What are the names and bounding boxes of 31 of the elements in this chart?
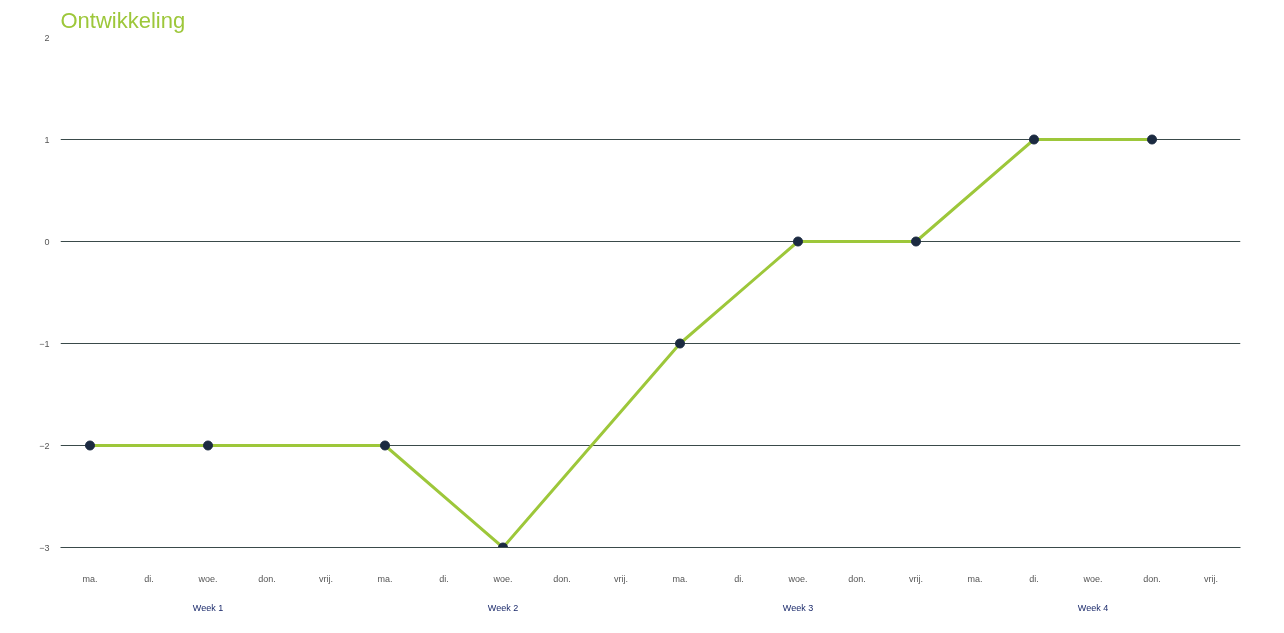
text: Week 3 [782, 602, 814, 613]
x-tick-label: di. [1029, 573, 1039, 584]
x-tick-label: woe. [787, 573, 808, 584]
x-tick-label: ma. [967, 573, 983, 584]
text: Week 1 [192, 602, 224, 613]
x-tick-label: di. [439, 573, 449, 584]
x-tick-label: vrij. [909, 573, 923, 584]
x-tick-label: di. [144, 573, 154, 584]
y-tick-label: 2 [44, 32, 50, 43]
x-tick-label: vrij. [1204, 573, 1218, 584]
x-tick-label: don. [1143, 573, 1161, 584]
x-tick-label: woe. [197, 573, 218, 584]
y-tick-label: 1 [44, 134, 50, 145]
y-tick-label: −3 [39, 542, 50, 553]
x-tick-label: di. [734, 573, 744, 584]
y-tick-label: −2 [39, 440, 50, 451]
x-tick-label: woe. [1082, 573, 1103, 584]
x-tick-label: don. [553, 573, 571, 584]
x-tick-label: don. [258, 573, 276, 584]
x-tick-label: vrij. [614, 573, 628, 584]
x-tick-label: woe. [492, 573, 513, 584]
text: Week 4 [1077, 602, 1109, 613]
x-tick-label: ma. [672, 573, 688, 584]
y-tick-label: −1 [39, 338, 50, 349]
x-tick-label: don. [848, 573, 866, 584]
y-tick-label: 0 [44, 236, 50, 247]
x-tick-label: ma. [377, 573, 393, 584]
x-tick-label: ma. [82, 573, 98, 584]
text: Week 2 [487, 602, 519, 613]
x-tick-label: vrij. [319, 573, 333, 584]
chart-title: Ontwikkeling [60, 7, 186, 33]
